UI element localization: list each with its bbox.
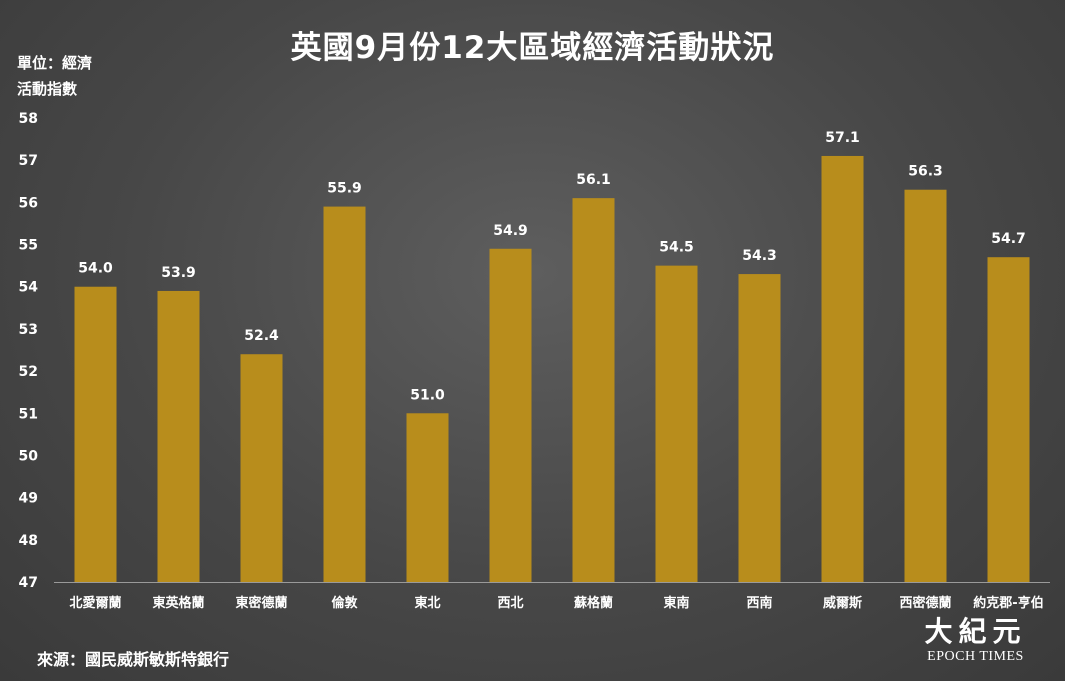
bar — [74, 286, 117, 582]
x-category-label: 東密德蘭 — [235, 595, 287, 611]
bar — [572, 198, 615, 583]
bar-value-label: 55.9 — [327, 181, 362, 197]
x-category-label: 東北 — [414, 595, 440, 611]
logo-english-text: EPOCH TIMES — [927, 649, 1024, 664]
x-category-label: 約克郡-亨伯 — [973, 595, 1043, 611]
x-category-label: 東英格蘭 — [152, 595, 204, 611]
bar — [987, 257, 1030, 582]
bar — [406, 413, 449, 582]
chart-title: 英國9月份12大區域經濟活動狀況 — [290, 30, 775, 66]
bar-value-label: 57.1 — [825, 130, 860, 146]
bar — [904, 189, 947, 582]
x-category-label: 西南 — [746, 595, 772, 611]
x-category-label: 蘇格蘭 — [573, 595, 613, 611]
x-category-label: 東南 — [663, 595, 689, 611]
y-tick-label: 51 — [19, 406, 38, 422]
bar — [489, 248, 532, 582]
bar-value-label: 54.9 — [493, 223, 528, 239]
bar-value-label: 56.1 — [576, 172, 611, 188]
x-category-label: 倫敦 — [331, 595, 358, 611]
bar-value-label: 54.5 — [659, 240, 694, 256]
bar-value-label: 51.0 — [410, 387, 445, 403]
bar-value-label: 54.7 — [991, 231, 1026, 247]
y-tick-label: 52 — [19, 364, 38, 380]
y-tick-label: 47 — [19, 575, 38, 591]
bar-value-label: 53.9 — [161, 265, 196, 281]
source-note: 來源：國民威斯敏斯特銀行 — [37, 650, 230, 669]
x-category-label: 北愛爾蘭 — [69, 595, 121, 611]
bar — [157, 290, 200, 582]
logo-chinese-text: 大紀元 — [924, 615, 1027, 648]
y-tick-label: 56 — [19, 195, 38, 211]
bar — [655, 265, 698, 582]
y-tick-label: 53 — [19, 322, 38, 338]
epoch-times-logo: 大紀元 EPOCH TIMES — [918, 616, 1033, 666]
bar-value-label: 54.0 — [78, 261, 113, 277]
bar-value-label: 54.3 — [742, 248, 777, 264]
x-category-label: 西密德蘭 — [899, 595, 951, 611]
y-tick-label: 50 — [19, 448, 39, 464]
y-unit-label-line2: 活動指數 — [17, 80, 78, 98]
bar — [323, 206, 366, 582]
x-category-label: 威爾斯 — [823, 595, 862, 611]
y-tick-label: 55 — [19, 238, 38, 254]
bar-value-label: 52.4 — [244, 328, 279, 344]
y-unit-label-line1: 單位：經濟 — [17, 54, 93, 72]
x-category-label: 西北 — [497, 596, 523, 611]
bar-value-label: 56.3 — [908, 164, 943, 180]
bar — [240, 354, 283, 582]
y-tick-label: 48 — [19, 533, 38, 549]
y-tick-label: 54 — [19, 280, 39, 296]
y-tick-label: 58 — [19, 111, 38, 127]
bar — [738, 274, 781, 582]
y-tick-label: 49 — [19, 491, 38, 507]
y-tick-label: 57 — [19, 153, 38, 169]
bar — [821, 155, 864, 583]
